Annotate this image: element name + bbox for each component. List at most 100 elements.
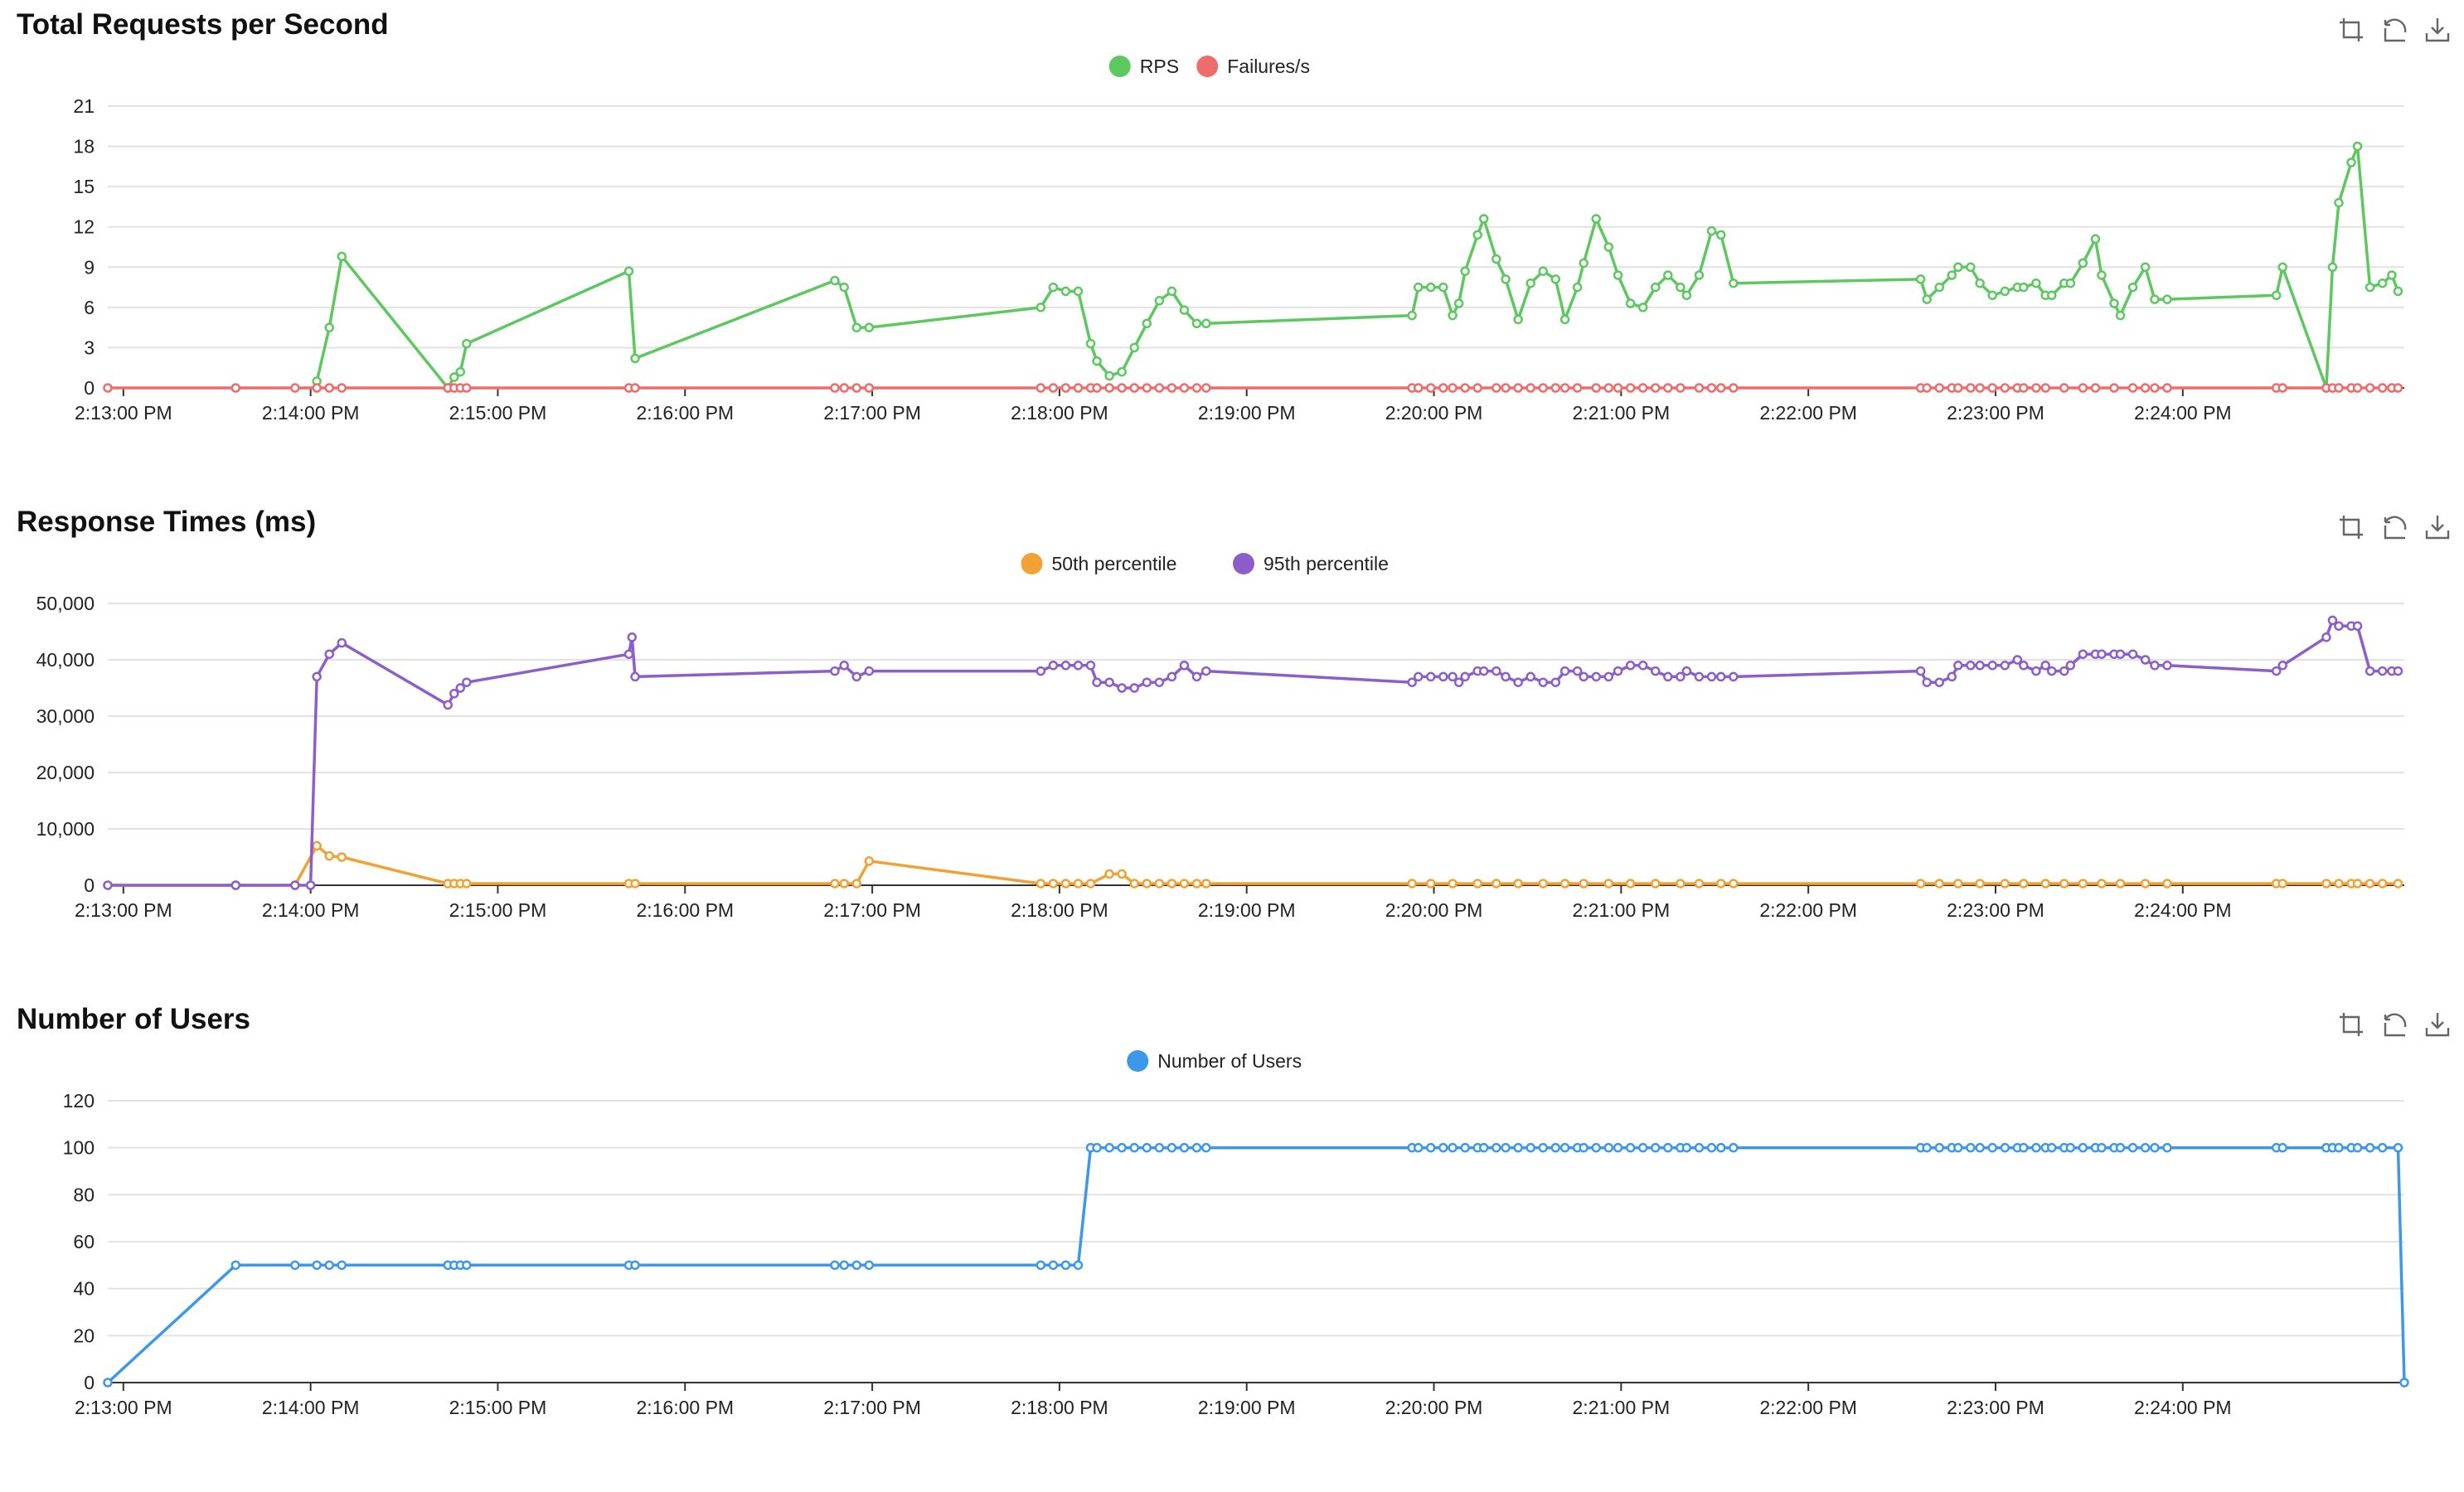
data-point[interactable] [1167,879,1177,889]
data-point[interactable] [1676,383,1686,393]
data-point[interactable] [1922,294,1932,304]
data-point[interactable] [1478,214,1489,224]
data-point[interactable] [2140,383,2151,393]
data-point[interactable] [1407,310,1417,321]
data-point[interactable] [630,879,640,889]
data-point[interactable] [1478,1142,1489,1153]
data-point[interactable] [1538,383,1548,393]
data-point[interactable] [1966,383,1976,393]
data-point[interactable] [2065,278,2076,288]
data-point[interactable] [839,383,849,393]
data-point[interactable] [1650,1142,1661,1153]
data-point[interactable] [103,880,113,890]
data-point[interactable] [312,671,322,682]
data-point[interactable] [1559,314,1570,325]
data-point[interactable] [1073,1260,1084,1271]
data-point[interactable] [1460,266,1470,276]
data-point[interactable] [1491,666,1501,676]
data-point[interactable] [1426,383,1436,393]
data-point[interactable] [2162,383,2172,393]
data-point[interactable] [2078,1142,2088,1153]
data-point[interactable] [2365,383,2375,393]
data-point[interactable] [2090,383,2101,393]
data-point[interactable] [1559,879,1570,889]
data-point[interactable] [1934,1142,1944,1153]
data-point[interactable] [2393,879,2403,889]
data-point[interactable] [830,879,840,889]
data-point[interactable] [1975,661,1985,671]
data-point[interactable] [337,383,347,393]
data-point[interactable] [1453,298,1464,308]
data-point[interactable] [1663,671,1673,682]
data-point[interactable] [1987,383,1997,393]
data-point[interactable] [1915,666,1926,676]
data-point[interactable] [1413,383,1424,393]
data-point[interactable] [1694,1142,1705,1153]
data-point[interactable] [290,880,300,890]
data-point[interactable] [1550,274,1561,284]
data-point[interactable] [1036,1260,1046,1271]
data-point[interactable] [2365,879,2375,889]
data-point[interactable] [1681,290,1692,301]
legend-item[interactable]: 50th percentile [1021,553,1177,574]
data-point[interactable] [324,649,334,659]
data-point[interactable] [1179,879,1190,889]
data-point[interactable] [2078,649,2088,659]
data-point[interactable] [2365,666,2375,676]
data-point[interactable] [1413,671,1424,682]
data-point[interactable] [1613,666,1623,676]
data-point[interactable] [1472,230,1482,240]
restore-icon[interactable] [2379,1010,2409,1039]
data-point[interactable] [1129,342,1139,353]
data-point[interactable] [1953,262,1963,273]
data-point[interactable] [1975,383,1985,393]
data-point[interactable] [2377,666,2388,676]
data-point[interactable] [1426,671,1436,682]
data-point[interactable] [324,1260,334,1271]
data-point[interactable] [103,1378,113,1388]
data-point[interactable] [1201,666,1211,676]
data-point[interactable] [1625,298,1636,308]
data-point[interactable] [1201,318,1211,329]
data-point[interactable] [1092,383,1102,393]
data-point[interactable] [1947,671,1957,682]
data-point[interactable] [1154,879,1165,889]
data-point[interactable] [449,689,459,699]
data-point[interactable] [1579,671,1589,682]
data-point[interactable] [1603,242,1614,252]
data-point[interactable] [1167,383,1177,393]
data-point[interactable] [2059,383,2069,393]
data-point[interactable] [455,683,466,693]
data-point[interactable] [462,879,472,889]
data-point[interactable] [2059,666,2069,676]
data-point[interactable] [1448,671,1458,682]
data-point[interactable] [1142,879,1152,889]
data-point[interactable] [1625,879,1636,889]
data-point[interactable] [1934,879,1944,889]
data-point[interactable] [2019,661,2029,671]
data-point[interactable] [2040,383,2050,393]
data-point[interactable] [1073,661,1084,671]
data-point[interactable] [1650,383,1661,393]
data-point[interactable] [2000,661,2010,671]
data-point[interactable] [1129,879,1139,889]
zoom-icon[interactable] [2336,1010,2366,1039]
data-point[interactable] [1060,879,1071,889]
data-point[interactable] [1478,666,1489,676]
data-point[interactable] [1460,671,1470,682]
data-point[interactable] [1104,383,1114,393]
data-point[interactable] [290,1260,300,1271]
data-point[interactable] [2334,1142,2344,1153]
data-point[interactable] [1603,671,1614,682]
data-point[interactable] [462,1260,472,1271]
data-point[interactable] [2377,1142,2388,1153]
data-point[interactable] [1048,282,1059,293]
data-point[interactable] [2046,666,2057,676]
data-point[interactable] [2031,1142,2041,1153]
data-point[interactable] [1706,225,1717,236]
data-point[interactable] [230,880,241,890]
data-point[interactable] [2040,661,2050,671]
data-point[interactable] [1438,671,1448,682]
data-point[interactable] [1117,366,1127,377]
data-point[interactable] [1591,671,1601,682]
